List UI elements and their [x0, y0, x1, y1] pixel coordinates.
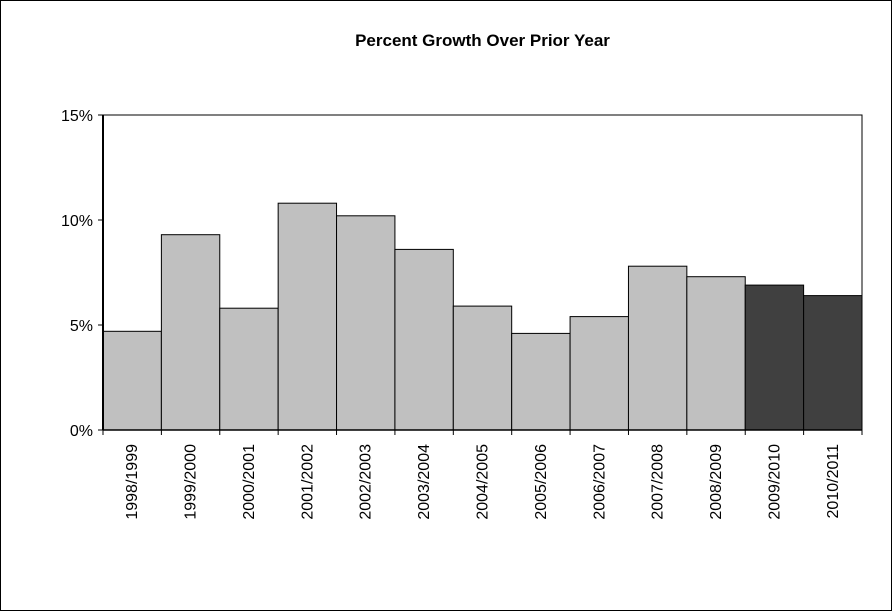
y-tick-label: 10%: [61, 213, 93, 230]
y-tick-label: 5%: [70, 318, 93, 335]
x-tick-label: 2007/2008: [650, 444, 667, 520]
chart-title: Percent Growth Over Prior Year: [355, 31, 610, 50]
x-tick-label: 2009/2010: [766, 444, 783, 520]
bar-2001-2002: [277, 202, 338, 431]
x-tick-label: 2003/2004: [416, 444, 433, 520]
x-ticks-group: 1998/1999 1999/2000 2000/2001 2001/2002 2002…: [102, 430, 863, 520]
bar-2003-2004: [394, 248, 454, 431]
bar-2004-2005: [452, 305, 513, 431]
x-tick-label: 2004/2005: [475, 444, 492, 520]
bar-2010-2011: [803, 295, 863, 431]
x-tick-label: 1999/2000: [183, 444, 200, 520]
bar-2009-2010: [744, 284, 805, 431]
y-tick-label: 0%: [70, 423, 93, 440]
bar-2008-2009: [686, 276, 746, 431]
x-tick-label: 2006/2007: [591, 444, 608, 520]
bar-2000-2001: [219, 307, 279, 431]
y-tick-label: 15%: [61, 108, 93, 125]
bar-2002-2003: [336, 215, 396, 431]
x-tick-label: 2001/2002: [299, 444, 316, 520]
x-tick-label: 2000/2001: [241, 444, 258, 520]
x-tick-label: 2010/2011: [825, 444, 842, 519]
x-tick-label: 2008/2009: [708, 444, 725, 520]
bar-1999-2000: [160, 234, 221, 431]
x-tick-label: 2005/2006: [533, 444, 550, 520]
x-tick-label: 1998/1999: [124, 444, 141, 520]
y-ticks-group: 0% 5% 10% 15%: [61, 108, 103, 440]
bars-group: [102, 202, 863, 431]
bar-2007-2008: [627, 265, 688, 431]
bar-1998-1999: [102, 330, 162, 431]
bar-2005-2006: [511, 332, 571, 431]
bar-2006-2007: [569, 316, 629, 431]
x-tick-label: 2002/2003: [358, 444, 375, 520]
